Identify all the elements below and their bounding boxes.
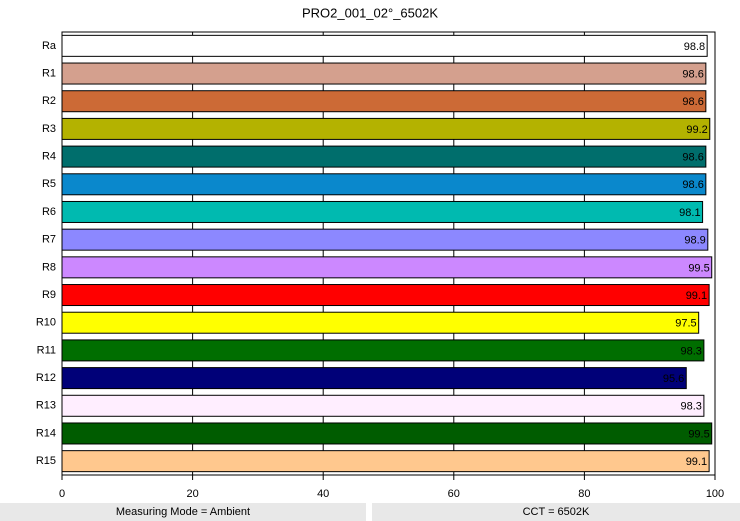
bar <box>61 34 708 57</box>
y-tick-label: R2 <box>42 95 56 107</box>
y-tick-label: R14 <box>36 427 56 439</box>
value-label: 98.1 <box>679 207 700 219</box>
value-label: 99.5 <box>688 428 709 440</box>
bar <box>61 311 700 334</box>
y-tick-label: R11 <box>37 344 56 356</box>
y-tick-label: R3 <box>42 123 56 135</box>
y-tick-label: R7 <box>42 234 56 246</box>
footer-text: CCT = 6502K <box>523 506 590 518</box>
bar <box>61 145 707 168</box>
value-label: 99.5 <box>688 262 709 274</box>
bar <box>61 90 707 113</box>
bar <box>61 62 707 85</box>
y-tick-label: R10 <box>36 317 56 329</box>
x-tick-label: 0 <box>59 488 65 500</box>
y-tick-label: R9 <box>42 289 56 301</box>
value-label: 97.5 <box>675 318 696 330</box>
chart-title: PRO2_001_02°_6502K <box>302 5 438 20</box>
y-tick-label: Ra <box>42 40 57 52</box>
x-tick-label: 60 <box>448 488 460 500</box>
y-tick-label: R13 <box>36 400 56 412</box>
value-label: 99.2 <box>686 124 707 136</box>
bar <box>61 256 713 279</box>
x-tick-label: 20 <box>186 488 198 500</box>
y-tick-label: R12 <box>36 372 56 384</box>
bar <box>61 367 687 390</box>
value-label: 98.6 <box>682 68 703 80</box>
value-label: 99.1 <box>686 456 707 468</box>
value-label: 99.1 <box>686 290 707 302</box>
bar <box>61 117 711 140</box>
bar <box>61 394 705 417</box>
bar <box>61 284 710 307</box>
y-tick-label: R8 <box>42 261 56 273</box>
bar <box>61 422 713 445</box>
footer-box <box>0 503 366 521</box>
value-label: 98.9 <box>684 235 705 247</box>
bar <box>61 339 705 362</box>
x-tick-label: 40 <box>317 488 329 500</box>
y-tick-label: R1 <box>42 67 56 79</box>
value-label: 95.6 <box>663 373 684 385</box>
y-tick-label: R6 <box>42 206 56 218</box>
value-label: 98.3 <box>680 401 701 413</box>
footer-text: Measuring Mode = Ambient <box>116 506 250 518</box>
x-tick-label: 100 <box>706 488 724 500</box>
value-label: 98.3 <box>680 345 701 357</box>
y-tick-label: R15 <box>36 455 56 467</box>
y-tick-label: R5 <box>42 178 56 190</box>
value-label: 98.6 <box>682 96 703 108</box>
bar <box>61 450 710 473</box>
bar <box>61 173 707 196</box>
value-label: 98.6 <box>682 179 703 191</box>
footer-box <box>372 503 740 521</box>
value-label: 98.8 <box>684 41 705 53</box>
y-tick-label: R4 <box>42 151 56 163</box>
bar <box>61 200 704 223</box>
x-tick-label: 80 <box>578 488 590 500</box>
bar <box>61 228 709 251</box>
value-label: 98.6 <box>682 152 703 164</box>
